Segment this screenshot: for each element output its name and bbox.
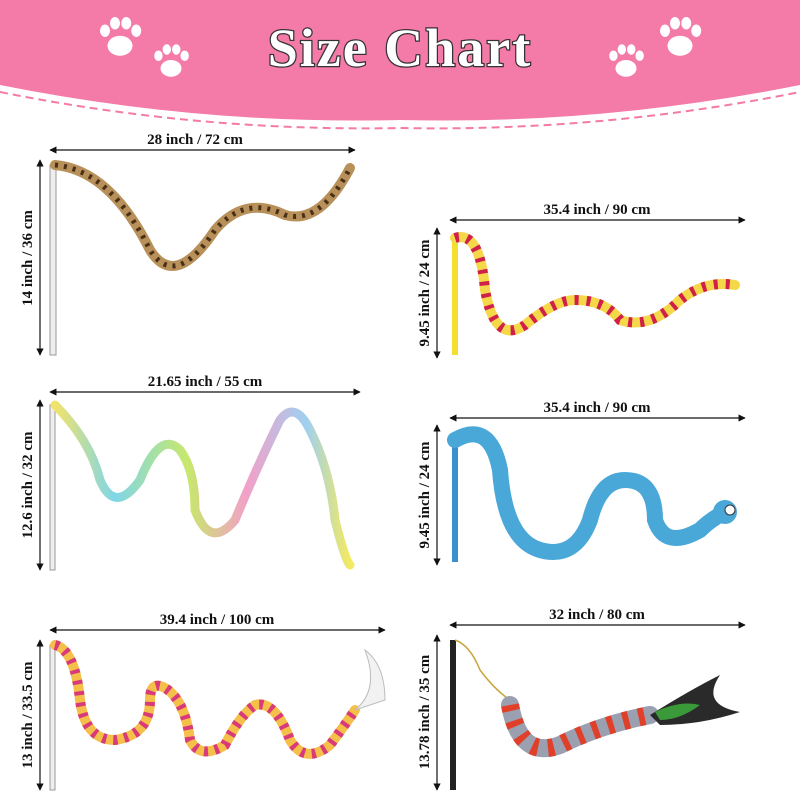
width-label: 28 inch / 72 cm	[147, 132, 243, 148]
wand	[49, 164, 57, 356]
height-label: 13 inch / 33.5 cm	[20, 661, 36, 769]
toy	[501, 696, 659, 758]
toy-feather	[655, 703, 700, 720]
title: Size Chart	[268, 18, 532, 78]
width-label: 32 inch / 80 cm	[549, 607, 645, 623]
toy	[50, 640, 360, 759]
height-label: 9.45 inch / 24 cm	[417, 441, 433, 549]
toy-pattern	[453, 232, 736, 336]
wand	[49, 644, 56, 791]
string	[454, 639, 511, 701]
header-band	[0, 0, 800, 121]
width-label: 35.4 inch / 90 cm	[543, 202, 651, 218]
toy	[50, 400, 355, 570]
height-label: 14 inch / 36 cm	[20, 210, 36, 306]
wand	[452, 440, 458, 562]
wand	[49, 404, 56, 571]
wand	[450, 640, 456, 790]
width-label: 35.4 inch / 90 cm	[543, 400, 651, 416]
height-label: 13.78 inch / 35 cm	[417, 654, 433, 769]
toy-pattern	[53, 640, 360, 759]
wand	[452, 240, 458, 355]
header-dash	[0, 91, 800, 130]
toy	[447, 426, 733, 560]
height-label: 12.6 inch / 32 cm	[20, 431, 36, 539]
toy-pattern	[54, 162, 353, 269]
toy-feather	[354, 648, 386, 711]
height-label: 9.45 inch / 24 cm	[417, 239, 433, 347]
width-label: 21.65 inch / 55 cm	[148, 374, 263, 390]
width-label: 39.4 inch / 100 cm	[160, 612, 275, 628]
toy-eye	[724, 504, 736, 516]
